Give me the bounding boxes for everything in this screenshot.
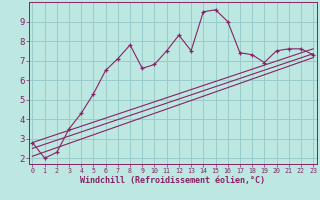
X-axis label: Windchill (Refroidissement éolien,°C): Windchill (Refroidissement éolien,°C) xyxy=(80,176,265,185)
